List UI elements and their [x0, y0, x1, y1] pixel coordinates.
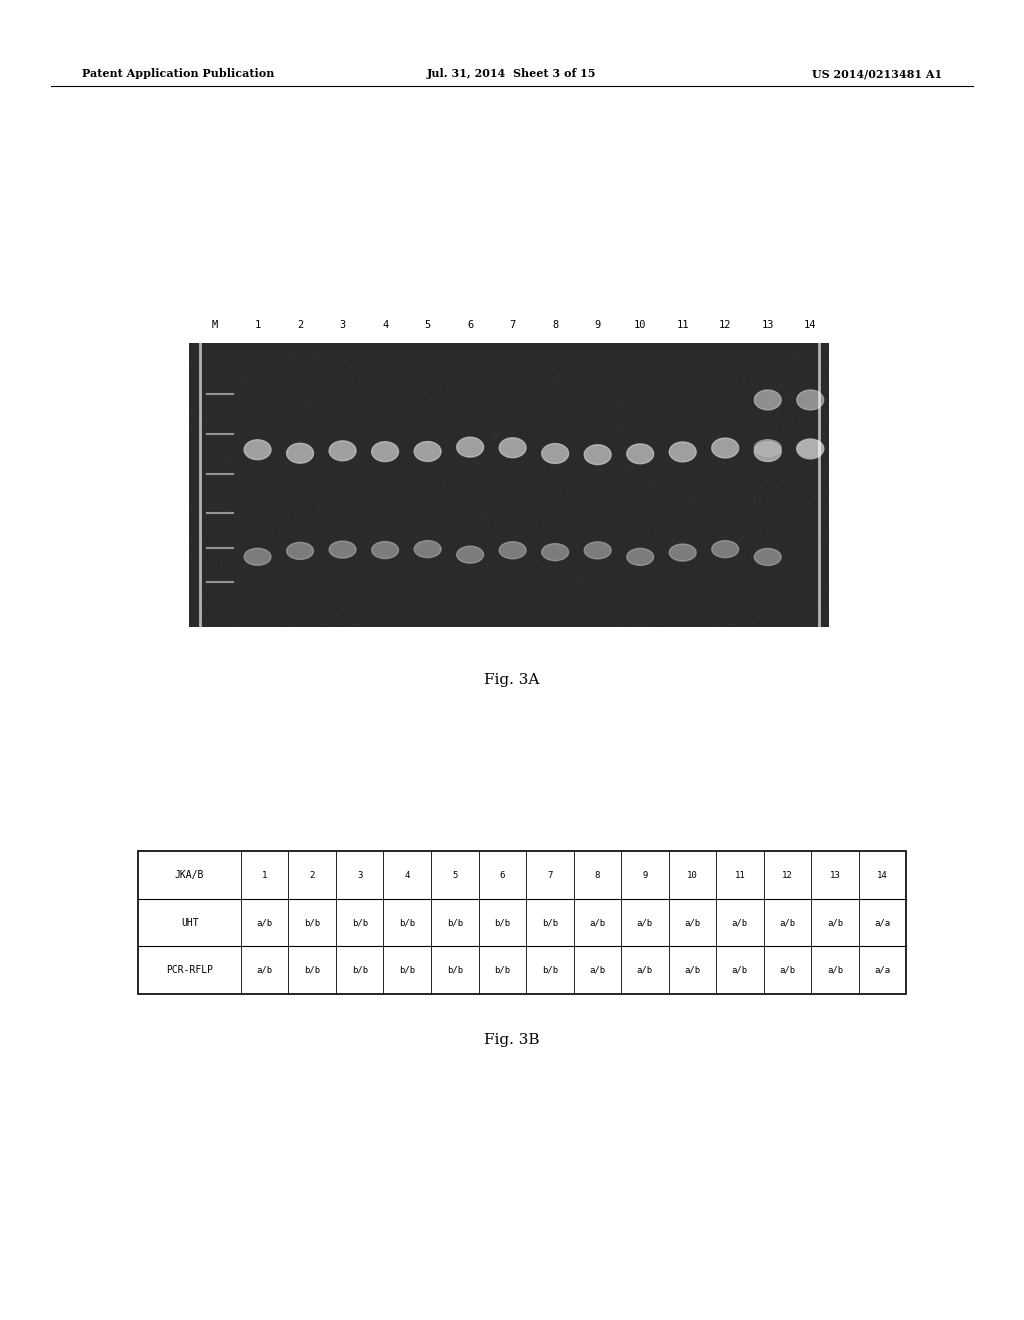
Ellipse shape — [542, 444, 568, 463]
Text: UHT: UHT — [181, 917, 199, 928]
Text: 3: 3 — [357, 871, 362, 879]
Text: b/b: b/b — [446, 966, 463, 974]
Text: b/b: b/b — [542, 919, 558, 927]
Text: b/b: b/b — [495, 919, 510, 927]
Ellipse shape — [585, 541, 611, 558]
Text: 5: 5 — [452, 871, 458, 879]
Ellipse shape — [372, 541, 398, 558]
Ellipse shape — [457, 546, 483, 564]
Text: 14: 14 — [878, 871, 888, 879]
Text: 2: 2 — [309, 871, 314, 879]
Text: 13: 13 — [762, 319, 774, 330]
Ellipse shape — [755, 442, 781, 462]
Text: a/a: a/a — [874, 966, 891, 974]
Text: JKA/B: JKA/B — [175, 870, 204, 880]
Text: 6: 6 — [500, 871, 505, 879]
Text: a/b: a/b — [637, 919, 653, 927]
Ellipse shape — [797, 440, 823, 457]
Ellipse shape — [329, 441, 356, 461]
Ellipse shape — [500, 541, 526, 558]
Ellipse shape — [755, 389, 781, 411]
Text: b/b: b/b — [542, 966, 558, 974]
Text: Patent Application Publication: Patent Application Publication — [82, 69, 274, 79]
Ellipse shape — [755, 548, 781, 565]
Text: 4: 4 — [404, 871, 410, 879]
Ellipse shape — [670, 442, 696, 462]
Ellipse shape — [287, 543, 313, 560]
Text: 11: 11 — [677, 319, 689, 330]
Text: 7: 7 — [510, 319, 516, 330]
Text: a/b: a/b — [779, 919, 796, 927]
Text: 7: 7 — [547, 871, 553, 879]
Text: Fig. 3B: Fig. 3B — [484, 1034, 540, 1047]
Text: b/b: b/b — [495, 966, 510, 974]
Text: b/b: b/b — [351, 966, 368, 974]
Ellipse shape — [372, 442, 398, 462]
Text: PCR-RFLP: PCR-RFLP — [166, 965, 213, 975]
Text: US 2014/0213481 A1: US 2014/0213481 A1 — [812, 69, 942, 79]
Ellipse shape — [414, 541, 441, 557]
Bar — [138, 851, 906, 994]
Text: 8: 8 — [595, 871, 600, 879]
Text: a/a: a/a — [874, 919, 891, 927]
Text: 1: 1 — [262, 871, 267, 879]
Text: 11: 11 — [734, 871, 745, 879]
Ellipse shape — [712, 541, 738, 557]
Ellipse shape — [244, 548, 271, 565]
Text: a/b: a/b — [732, 919, 748, 927]
Text: 6: 6 — [467, 319, 473, 330]
Text: Fig. 3A: Fig. 3A — [484, 673, 540, 686]
Text: a/b: a/b — [827, 919, 843, 927]
Text: a/b: a/b — [827, 966, 843, 974]
Text: 3: 3 — [340, 319, 346, 330]
Text: 10: 10 — [687, 871, 697, 879]
Text: 12: 12 — [719, 319, 731, 330]
Text: a/b: a/b — [684, 919, 700, 927]
Text: a/b: a/b — [637, 966, 653, 974]
Text: a/b: a/b — [589, 919, 605, 927]
Text: a/b: a/b — [257, 919, 272, 927]
Text: 5: 5 — [425, 319, 431, 330]
Ellipse shape — [670, 544, 696, 561]
Text: 8: 8 — [552, 319, 558, 330]
Ellipse shape — [755, 440, 781, 457]
Text: b/b: b/b — [304, 919, 321, 927]
Ellipse shape — [627, 548, 653, 565]
Ellipse shape — [542, 544, 568, 561]
Ellipse shape — [585, 445, 611, 465]
Ellipse shape — [287, 444, 313, 463]
Text: b/b: b/b — [399, 966, 416, 974]
Text: M: M — [212, 319, 218, 330]
Ellipse shape — [797, 389, 823, 411]
Text: 9: 9 — [595, 319, 601, 330]
Text: a/b: a/b — [732, 966, 748, 974]
Text: 4: 4 — [382, 319, 388, 330]
Ellipse shape — [712, 438, 738, 458]
Text: a/b: a/b — [684, 966, 700, 974]
Ellipse shape — [329, 541, 356, 558]
Ellipse shape — [500, 438, 526, 458]
Text: b/b: b/b — [351, 919, 368, 927]
Text: 1: 1 — [254, 319, 261, 330]
Text: 13: 13 — [829, 871, 841, 879]
Ellipse shape — [457, 437, 483, 457]
Text: a/b: a/b — [779, 966, 796, 974]
Text: b/b: b/b — [304, 966, 321, 974]
Text: 9: 9 — [642, 871, 647, 879]
Text: b/b: b/b — [446, 919, 463, 927]
Text: 2: 2 — [297, 319, 303, 330]
Text: a/b: a/b — [589, 966, 605, 974]
Ellipse shape — [414, 442, 441, 462]
Text: b/b: b/b — [399, 919, 416, 927]
Text: 10: 10 — [634, 319, 646, 330]
Ellipse shape — [797, 440, 823, 459]
Ellipse shape — [627, 444, 653, 463]
Text: 12: 12 — [782, 871, 793, 879]
Text: a/b: a/b — [257, 966, 272, 974]
Text: 14: 14 — [804, 319, 816, 330]
Text: Jul. 31, 2014  Sheet 3 of 15: Jul. 31, 2014 Sheet 3 of 15 — [427, 69, 597, 79]
Ellipse shape — [244, 440, 271, 459]
